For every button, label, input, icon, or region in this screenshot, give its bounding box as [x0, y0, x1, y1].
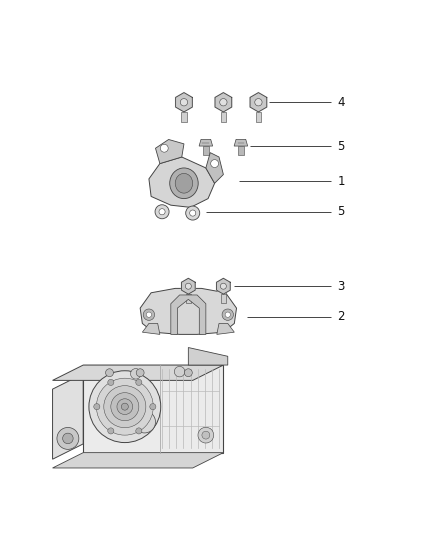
Text: 5: 5 [337, 205, 345, 218]
Bar [186, 294, 191, 303]
Polygon shape [250, 93, 267, 112]
Circle shape [96, 378, 153, 435]
Polygon shape [142, 324, 160, 334]
Circle shape [106, 369, 113, 377]
Circle shape [180, 99, 187, 106]
Circle shape [57, 427, 79, 449]
Polygon shape [53, 374, 83, 459]
Circle shape [104, 386, 146, 427]
Bar [181, 112, 187, 123]
Polygon shape [53, 453, 223, 468]
Circle shape [136, 428, 142, 434]
Circle shape [174, 366, 185, 377]
Circle shape [89, 371, 161, 442]
Polygon shape [171, 295, 206, 334]
Circle shape [111, 393, 139, 421]
Polygon shape [188, 348, 228, 365]
Circle shape [255, 99, 262, 106]
Circle shape [185, 283, 191, 289]
Circle shape [146, 312, 152, 317]
Circle shape [136, 379, 142, 385]
Circle shape [63, 433, 73, 443]
Text: 3: 3 [337, 280, 345, 293]
Polygon shape [234, 139, 247, 146]
Polygon shape [217, 324, 234, 334]
Circle shape [117, 399, 133, 415]
Polygon shape [176, 93, 192, 112]
Circle shape [94, 403, 100, 410]
Circle shape [134, 411, 155, 433]
Circle shape [186, 206, 200, 220]
Polygon shape [149, 157, 215, 207]
Circle shape [108, 379, 114, 385]
Polygon shape [83, 365, 223, 453]
Circle shape [108, 428, 114, 434]
Circle shape [150, 403, 156, 410]
Polygon shape [216, 278, 230, 294]
Polygon shape [206, 152, 223, 183]
Ellipse shape [175, 173, 193, 193]
Circle shape [121, 403, 128, 410]
Text: 2: 2 [337, 310, 345, 324]
Polygon shape [155, 140, 184, 164]
Circle shape [155, 205, 169, 219]
Polygon shape [53, 365, 223, 381]
Circle shape [220, 99, 227, 106]
Circle shape [202, 431, 210, 439]
Circle shape [136, 369, 144, 377]
Polygon shape [199, 139, 212, 146]
Bar [221, 112, 226, 123]
Circle shape [225, 312, 230, 317]
Bar [256, 112, 261, 123]
Bar [221, 294, 226, 303]
Text: 1: 1 [337, 175, 345, 188]
Ellipse shape [170, 168, 198, 199]
Polygon shape [181, 278, 195, 294]
Circle shape [222, 309, 233, 320]
Polygon shape [140, 288, 237, 334]
Bar [238, 146, 244, 155]
Bar [203, 146, 209, 155]
Circle shape [143, 309, 155, 320]
Circle shape [184, 369, 192, 377]
Circle shape [160, 144, 168, 152]
Circle shape [220, 283, 226, 289]
Circle shape [190, 210, 196, 216]
Circle shape [198, 427, 214, 443]
Circle shape [159, 209, 165, 215]
Text: 4: 4 [337, 96, 345, 109]
Text: 5: 5 [337, 140, 345, 152]
Circle shape [131, 368, 141, 379]
Polygon shape [215, 93, 232, 112]
Circle shape [211, 159, 219, 167]
